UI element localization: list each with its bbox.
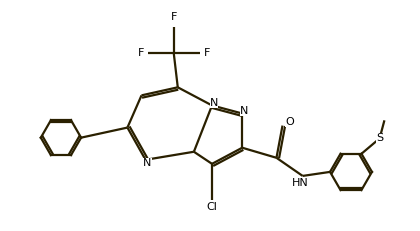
Text: O: O: [285, 117, 294, 127]
Text: S: S: [376, 134, 383, 143]
Text: HN: HN: [292, 178, 309, 188]
Text: F: F: [204, 48, 210, 58]
Text: F: F: [171, 12, 177, 22]
Text: N: N: [210, 98, 218, 108]
Text: N: N: [240, 106, 248, 116]
Text: F: F: [137, 48, 144, 58]
Text: Cl: Cl: [207, 202, 218, 212]
Text: N: N: [143, 158, 152, 168]
